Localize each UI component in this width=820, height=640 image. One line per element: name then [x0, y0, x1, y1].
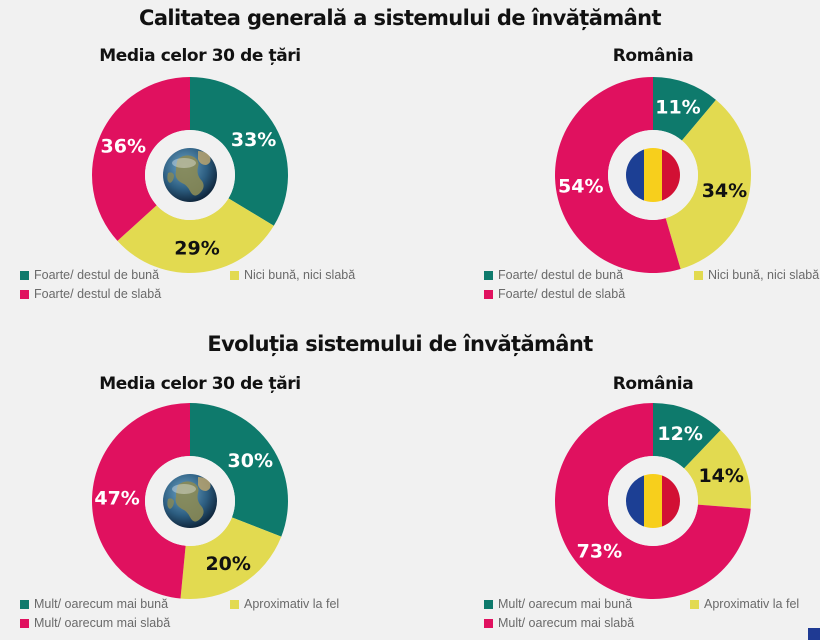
- legend-item-good: Mult/ oarecum mai bună: [20, 597, 168, 611]
- legend-label: Nici bună, nici slabă: [244, 268, 356, 282]
- legend-swatch: [20, 270, 29, 280]
- donut-chart-romania-evolution: 12% 14% 73%: [555, 403, 751, 599]
- slice-good: [653, 403, 721, 469]
- legend-swatch: [20, 599, 29, 609]
- legend-swatch: [690, 599, 699, 609]
- romania-flag-icon: [626, 148, 680, 202]
- legend-item-same: Aproximativ la fel: [690, 597, 799, 611]
- legend-swatch: [694, 270, 703, 280]
- legend-item-bad: Foarte/ destul de slabă: [484, 287, 625, 301]
- legend-label: Mult/ oarecum mai slabă: [34, 616, 171, 630]
- legend-item-good: Mult/ oarecum mai bună: [484, 597, 632, 611]
- legend-item-same: Aproximativ la fel: [230, 597, 339, 611]
- section-title-evolution: Evoluția sistemului de învățământ: [207, 332, 593, 356]
- corner-decoration: [808, 628, 820, 640]
- slice-bad: [92, 77, 190, 241]
- donut-chart-average-evolution: 30% 20% 47%: [91, 403, 288, 599]
- label-good: 33%: [231, 129, 276, 151]
- legend-label: Mult/ oarecum mai bună: [34, 597, 169, 611]
- slice-same: [117, 198, 274, 273]
- legend-romania-quality: Foarte/ destul de bună Nici bună, nici s…: [484, 268, 820, 308]
- legend-item-same: Nici bună, nici slabă: [694, 268, 819, 282]
- legend-label: Aproximativ la fel: [244, 597, 340, 611]
- legend-label: Foarte/ destul de slabă: [498, 287, 626, 301]
- label-same: 14%: [698, 465, 743, 487]
- legend-item-good: Foarte/ destul de bună: [20, 268, 159, 282]
- chart-title-romania-quality: România: [612, 46, 694, 66]
- legend-swatch: [484, 618, 493, 628]
- legend-swatch: [20, 618, 29, 628]
- legend-label: Mult/ oarecum mai slabă: [498, 616, 635, 630]
- romania-flag-icon: [626, 474, 680, 528]
- legend-item-bad: Mult/ oarecum mai slabă: [484, 616, 634, 630]
- donut-chart-average-quality: 33% 29% 36%: [92, 77, 288, 273]
- label-bad: 47%: [94, 487, 139, 509]
- label-same: 29%: [174, 238, 219, 260]
- legend-label: Mult/ oarecum mai bună: [498, 597, 633, 611]
- section-title-quality: Calitatea generală a sistemului de învăț…: [139, 6, 662, 30]
- legend-item-bad: Foarte/ destul de slabă: [20, 287, 161, 301]
- legend-swatch: [230, 599, 239, 609]
- slice-good: [190, 403, 288, 537]
- legend-item-good: Foarte/ destul de bună: [484, 268, 623, 282]
- legend-swatch: [484, 599, 493, 609]
- legend-swatch: [484, 289, 493, 299]
- legend-label: Foarte/ destul de slabă: [34, 287, 162, 301]
- legend-average-quality: Foarte/ destul de bună Nici bună, nici s…: [20, 268, 400, 308]
- legend-item-bad: Mult/ oarecum mai slabă: [20, 616, 170, 630]
- label-bad: 36%: [101, 135, 146, 157]
- slice-same: [684, 430, 751, 509]
- label-same: 34%: [702, 180, 747, 202]
- donut-chart-romania-quality: 11% 34% 54%: [554, 77, 751, 273]
- label-bad: 73%: [577, 541, 622, 563]
- label-good: 12%: [657, 423, 702, 445]
- globe-icon: [163, 148, 217, 202]
- slice-good: [190, 77, 288, 226]
- legend-item-same: Nici bună, nici slabă: [230, 268, 355, 282]
- slice-bad: [91, 403, 190, 599]
- legend-label: Foarte/ destul de bună: [34, 268, 160, 282]
- slice-bad: [555, 403, 751, 599]
- legend-swatch: [20, 289, 29, 299]
- slice-good: [653, 77, 716, 141]
- label-good: 30%: [228, 450, 273, 472]
- legend-label: Nici bună, nici slabă: [708, 268, 820, 282]
- label-same: 20%: [205, 553, 250, 575]
- chart-title-average-evolution: Media celor 30 de țări: [99, 374, 301, 394]
- legend-swatch: [230, 270, 239, 280]
- legend-average-evolution: Mult/ oarecum mai bună Aproximativ la fe…: [20, 597, 400, 637]
- legend-label: Foarte/ destul de bună: [498, 268, 624, 282]
- slice-bad: [554, 77, 681, 273]
- slice-same: [665, 99, 751, 270]
- legend-romania-evolution: Mult/ oarecum mai bună Aproximativ la fe…: [484, 597, 820, 637]
- label-bad: 54%: [558, 175, 603, 197]
- legend-label: Aproximativ la fel: [704, 597, 800, 611]
- legend-swatch: [484, 270, 493, 280]
- label-good: 11%: [655, 96, 700, 118]
- globe-icon: [163, 474, 217, 528]
- chart-title-average-quality: Media celor 30 de țări: [99, 46, 301, 66]
- slice-same: [180, 517, 282, 599]
- chart-title-romania-evolution: România: [612, 374, 694, 394]
